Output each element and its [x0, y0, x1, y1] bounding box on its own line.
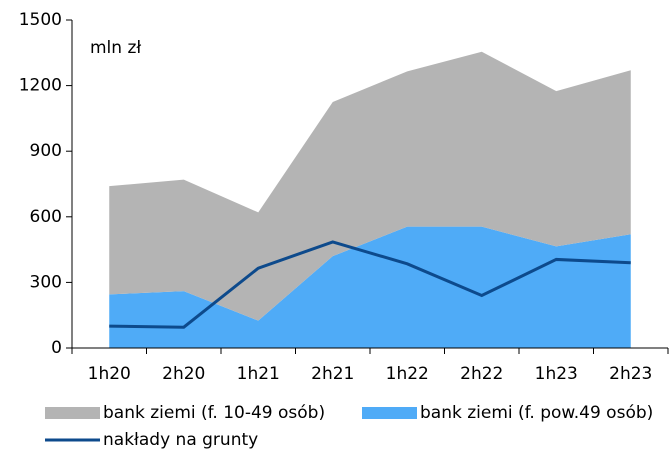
y-tick-label: 1200	[19, 76, 62, 96]
legend-label: bank ziemi (f. 10-49 osób)	[103, 403, 325, 423]
x-tick-label: 2h20	[162, 364, 205, 384]
y-tick-label: 0	[51, 338, 62, 358]
y-tick-label: 1500	[19, 10, 62, 30]
area	[109, 226, 631, 348]
x-tick-label: 1h20	[88, 364, 131, 384]
area	[109, 51, 631, 321]
x-tick-label: 2h21	[311, 364, 354, 384]
line	[109, 240, 631, 329]
legend-swatch	[45, 407, 100, 419]
y-tick-label: 300	[30, 272, 62, 292]
y-tick-label: 900	[30, 141, 62, 161]
legend-swatch	[362, 407, 417, 419]
legend-label: bank ziemi (f. pow.49 osób)	[420, 403, 653, 423]
x-tick-label: 1h21	[237, 364, 280, 384]
annotation: mln zł	[90, 38, 141, 58]
x-tick-label: 1h23	[535, 364, 578, 384]
x-tick-label: 2h23	[609, 364, 652, 384]
x-tick-label: 2h22	[460, 364, 503, 384]
legend-label: nakłady na grunty	[103, 430, 258, 450]
x-tick-label: 1h22	[386, 364, 429, 384]
y-tick-label: 600	[30, 207, 62, 227]
